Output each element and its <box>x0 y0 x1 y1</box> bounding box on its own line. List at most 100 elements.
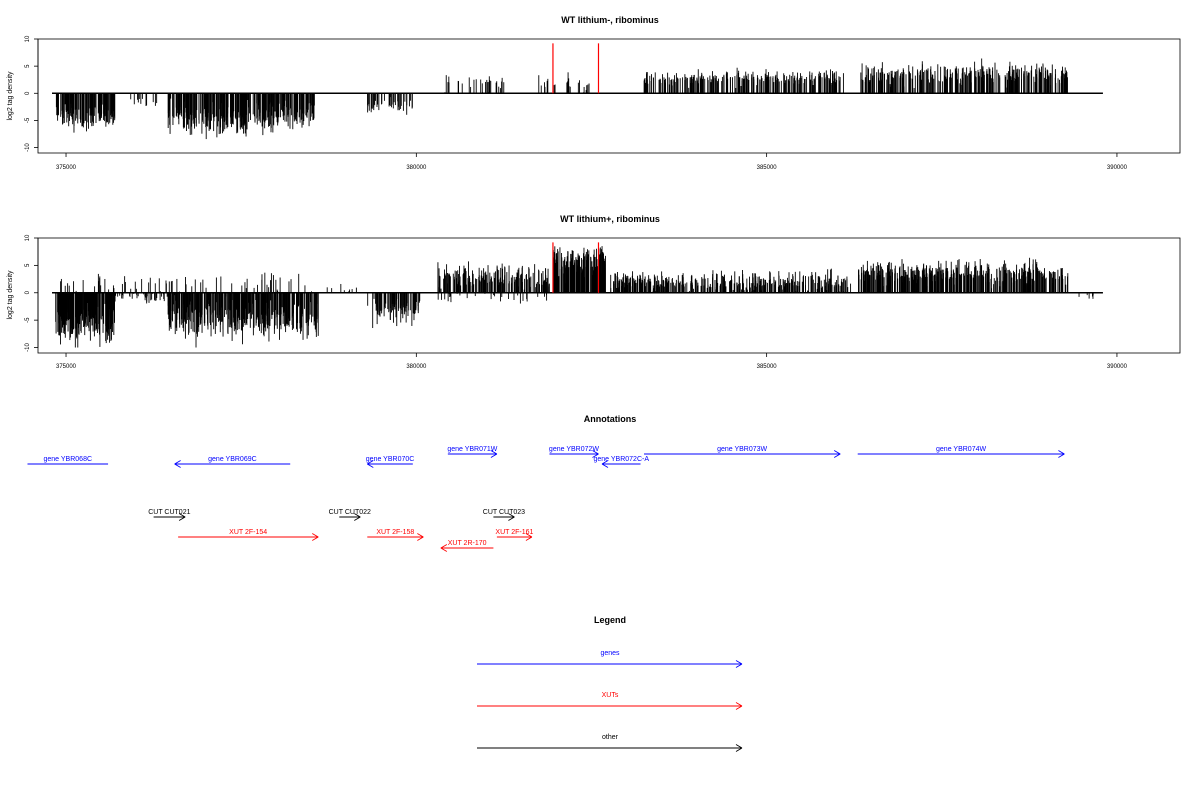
y-tick-label: 5 <box>25 263 31 267</box>
arrow-head <box>367 460 374 465</box>
y-tick-label: -10 <box>25 143 31 152</box>
arrow-head <box>174 460 181 465</box>
arrow-head <box>525 536 533 541</box>
y-axis: -10 -5 0 5 10 <box>25 234 39 352</box>
x-tick-label: 385000 <box>757 364 778 370</box>
arrow-head <box>417 536 424 541</box>
legend-item: other <box>477 734 743 752</box>
feature-xut: XUT 2R-170 <box>440 540 494 552</box>
arrow-head <box>354 513 361 518</box>
legend-label: other <box>602 734 619 741</box>
feature-other: CUT CUT023 <box>483 509 525 521</box>
arrow-head <box>601 460 609 465</box>
x-tick-label: 390000 <box>1107 364 1128 370</box>
legend: Legend genes XUTs other <box>477 615 743 752</box>
arrow-head <box>490 450 498 455</box>
feature-label: gene YBR069C <box>208 456 257 463</box>
x-tick-label: 390000 <box>1107 165 1128 171</box>
arrow-head <box>833 450 841 455</box>
y-tick-label: 10 <box>25 35 31 42</box>
feature-xut: XUT 2F-154 <box>178 529 319 541</box>
arrow-head <box>735 660 743 665</box>
feature-gene: gene YBR074W <box>857 446 1065 458</box>
feature-label: gene YBR071W <box>447 446 497 453</box>
arrow-head <box>592 453 599 458</box>
y-axis: -10 -5 0 5 10 <box>25 35 39 152</box>
y-tick-label: -10 <box>25 343 31 352</box>
feature-label: gene YBR072W <box>549 446 599 453</box>
legend-item: genes <box>477 650 743 668</box>
arrow-head <box>417 533 424 538</box>
feature-label: gene YBR072C-A <box>593 456 649 463</box>
feature-label: XUT 2F-154 <box>229 529 267 536</box>
arrow-head <box>735 663 743 668</box>
y-tick-label: 10 <box>25 234 31 241</box>
annotations-title: Annotations <box>584 414 637 424</box>
legend-item: XUTs <box>477 692 743 710</box>
x-tick-label: 375000 <box>56 165 77 171</box>
y-axis-label: log2 tag density <box>7 270 14 320</box>
arrow-head <box>440 547 448 552</box>
feature-xut: XUT 2F-158 <box>367 529 424 541</box>
feature-label: gene YBR068C <box>44 456 93 463</box>
arrow-head <box>508 516 515 521</box>
arrow-head <box>735 702 743 707</box>
arrow-head <box>1058 450 1065 455</box>
x-tick-label: 375000 <box>56 364 77 370</box>
feature-gene: gene YBR073W <box>644 446 841 458</box>
feature-label: gene YBR074W <box>936 446 986 453</box>
arrow-head <box>1058 453 1065 458</box>
feature-label: gene YBR070C <box>366 456 415 463</box>
feature-gene: gene YBR072C-A <box>593 456 649 468</box>
arrow-head <box>735 744 743 749</box>
feature-gene: gene YBR068C <box>27 456 109 465</box>
arrow-head <box>508 513 515 518</box>
arrow-head <box>354 516 361 521</box>
panel-title: WT lithium-, ribominus <box>561 15 659 25</box>
arrow-head <box>525 533 533 538</box>
feature-other: CUT CUT022 <box>329 509 371 521</box>
arrow-head <box>440 544 448 549</box>
x-tick-label: 380000 <box>406 364 427 370</box>
arrow-head <box>312 536 319 541</box>
density-bars <box>52 43 1103 140</box>
y-tick-label: 5 <box>25 64 31 68</box>
y-tick-label: -5 <box>25 317 31 323</box>
x-tick-label: 385000 <box>757 165 778 171</box>
feature-gene: gene YBR071W <box>447 446 498 458</box>
x-axis: 375000 380000 385000 390000 <box>56 353 1128 370</box>
y-tick-label: 0 <box>25 290 31 294</box>
arrow-head <box>367 463 374 468</box>
legend-label: XUTs <box>602 692 619 699</box>
y-tick-label: 0 <box>25 91 31 95</box>
legend-title: Legend <box>594 615 626 625</box>
legend-label: genes <box>600 650 620 657</box>
arrow-head <box>833 453 841 458</box>
arrow-head <box>490 453 498 458</box>
panel-title: WT lithium+, ribominus <box>560 214 660 224</box>
feature-label: CUT CUT021 <box>148 509 190 516</box>
y-axis-label: log2 tag density <box>7 71 14 121</box>
arrow-head <box>601 463 609 468</box>
density-bars <box>52 242 1103 348</box>
arrow-head <box>312 533 319 538</box>
x-tick-label: 380000 <box>406 165 427 171</box>
feature-label: CUT CUT022 <box>329 509 371 516</box>
arrow-head <box>735 705 743 710</box>
arrow-head <box>592 450 599 455</box>
feature-gene: gene YBR069C <box>174 456 291 468</box>
feature-gene: gene YBR070C <box>366 456 415 468</box>
feature-label: XUT 2F-158 <box>376 529 414 536</box>
arrow-head <box>178 516 186 521</box>
arrow-head <box>174 463 181 468</box>
feature-gene: gene YBR072W <box>549 446 599 458</box>
feature-list: gene YBR068C gene YBR069C gene YBR070C gene… <box>27 446 1065 552</box>
y-tick-label: -5 <box>25 117 31 123</box>
legend-items: genes XUTs other <box>477 650 743 752</box>
x-axis: 375000 380000 385000 390000 <box>56 153 1128 171</box>
arrow-head <box>735 747 743 752</box>
feature-xut: XUT 2F-161 <box>495 529 534 541</box>
